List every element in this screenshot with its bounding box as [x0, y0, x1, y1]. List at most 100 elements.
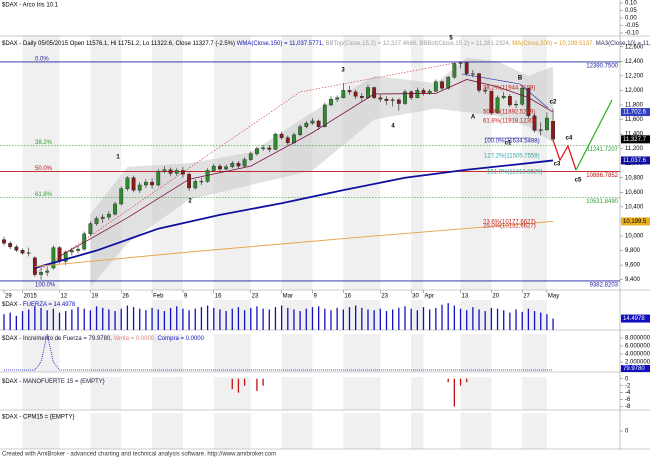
annotation: 23.6%(10177.6627): [483, 220, 536, 226]
candle-body: [458, 62, 463, 64]
axis-marker-label: 11,037.6: [623, 158, 647, 164]
y-tick-label: 10,000: [625, 234, 644, 240]
candle-body: [230, 162, 235, 168]
y-tick-label: 0: [625, 376, 629, 382]
candle-body: [532, 115, 537, 131]
annotation: 50.0%(11892.5299): [483, 110, 535, 116]
candle-body: [26, 252, 31, 254]
candle-body: [76, 248, 80, 251]
y-tick-label: 0.05: [625, 8, 637, 14]
x-tick-label: 2015: [24, 294, 38, 300]
candle-body: [341, 90, 346, 98]
y-tick-label: 0.10: [625, 1, 637, 7]
candle-body: [507, 96, 512, 106]
candle-body: [131, 177, 136, 191]
candle-body: [372, 87, 377, 98]
y-tick-label: 11,200: [625, 146, 644, 152]
axis-marker-label: 11,327.7: [623, 137, 647, 143]
y-tick-label: -8: [625, 404, 631, 410]
candle-body: [168, 169, 173, 174]
candle-body: [218, 165, 222, 170]
candle-body: [440, 81, 444, 89]
y-tick-label: 0.00: [625, 16, 637, 22]
candle-body: [14, 246, 19, 251]
candle-body: [396, 99, 401, 104]
candle-body: [378, 97, 383, 100]
week-stripe: [460, 334, 492, 372]
title-part: MANOFUERTE 15 = {EMPTY}: [23, 379, 105, 385]
title-part: BBTop(Close,15,2) = 12,327.4668,: [326, 41, 420, 47]
candle-body: [322, 104, 327, 127]
week-stripe: [460, 300, 492, 330]
candle-body: [298, 126, 303, 136]
candle-body: [255, 148, 259, 154]
candle-body: [452, 63, 457, 78]
candle-body: [119, 188, 124, 205]
y-tick-label: 11,600: [625, 117, 644, 123]
y-tick-label: 9,800: [625, 248, 641, 254]
x-tick-label: 16: [344, 294, 351, 300]
y-tick-label: 2.000000: [625, 360, 650, 366]
y-tick-label: -0.05: [625, 23, 639, 29]
week-stripe: [152, 300, 183, 330]
week-stripe: [90, 377, 122, 410]
candle-body: [113, 203, 117, 215]
annotation: 2: [188, 199, 192, 205]
candle-body: [310, 120, 315, 124]
axis-marker-label: 10,199.5: [623, 219, 647, 225]
forecast-green: [575, 99, 613, 171]
candle-body: [403, 91, 407, 104]
candle-body: [150, 181, 154, 186]
candle-body: [248, 153, 253, 160]
candle-body: [51, 247, 56, 269]
week-stripe: [90, 334, 122, 372]
title-part: Compra = 0.0000: [157, 336, 204, 342]
candle-body: [489, 90, 494, 114]
x-tick-label: 9: [313, 294, 317, 300]
candle-body: [137, 184, 142, 191]
candle-body: [390, 99, 395, 101]
candle-body: [88, 223, 93, 235]
week-stripe: [411, 413, 424, 449]
week-stripe: [343, 413, 381, 449]
axis-marker-label: 14.4978: [623, 316, 645, 322]
moving-average: [59, 79, 554, 257]
x-tick-label: 27: [523, 294, 530, 300]
candle-body: [162, 169, 167, 172]
y-tick-label: 0: [625, 429, 629, 435]
candle-body: [335, 97, 340, 100]
x-tick-label: May: [548, 294, 559, 300]
pane-title: $DAX - Arco Iris 10.1: [2, 3, 59, 9]
x-tick-label: 23: [381, 294, 388, 300]
title-part: $DAX -: [2, 379, 23, 385]
week-stripe: [213, 413, 251, 449]
candle-body: [94, 218, 99, 224]
fib-level-value: 10886.7852: [586, 173, 618, 179]
annotation: A: [471, 115, 476, 121]
candle-body: [544, 117, 549, 130]
candle-body: [470, 73, 475, 75]
candle-body: [495, 97, 500, 114]
candle-body: [261, 147, 266, 149]
candle-body: [384, 98, 389, 101]
y-tick-label: 12,400: [625, 59, 644, 65]
title-part: $DAX - Daily 05/05/2015 Open 11576.1, Hi…: [2, 41, 237, 47]
y-tick-label: 4.000000: [625, 352, 650, 358]
candle-body: [353, 91, 358, 97]
pane-title: $DAX - Incremento de Fuerza = 79.9780, V…: [2, 336, 205, 342]
pane-title: $DAX - MANOFUERTE 15 = {EMPTY}: [2, 379, 105, 385]
title-part: $DAX -: [2, 302, 23, 308]
week-stripe: [522, 377, 547, 410]
candle-body: [224, 166, 228, 170]
week-stripe: [152, 413, 183, 449]
week-stripe: [152, 35, 183, 290]
candle-body: [20, 249, 25, 254]
annotation: 4: [391, 124, 395, 130]
week-stripe: [281, 377, 313, 410]
week-stripe: [460, 377, 492, 410]
candle-body: [63, 251, 68, 262]
candle-body: [538, 129, 543, 131]
candle-body: [106, 213, 111, 218]
x-tick-label: 29: [5, 294, 12, 300]
